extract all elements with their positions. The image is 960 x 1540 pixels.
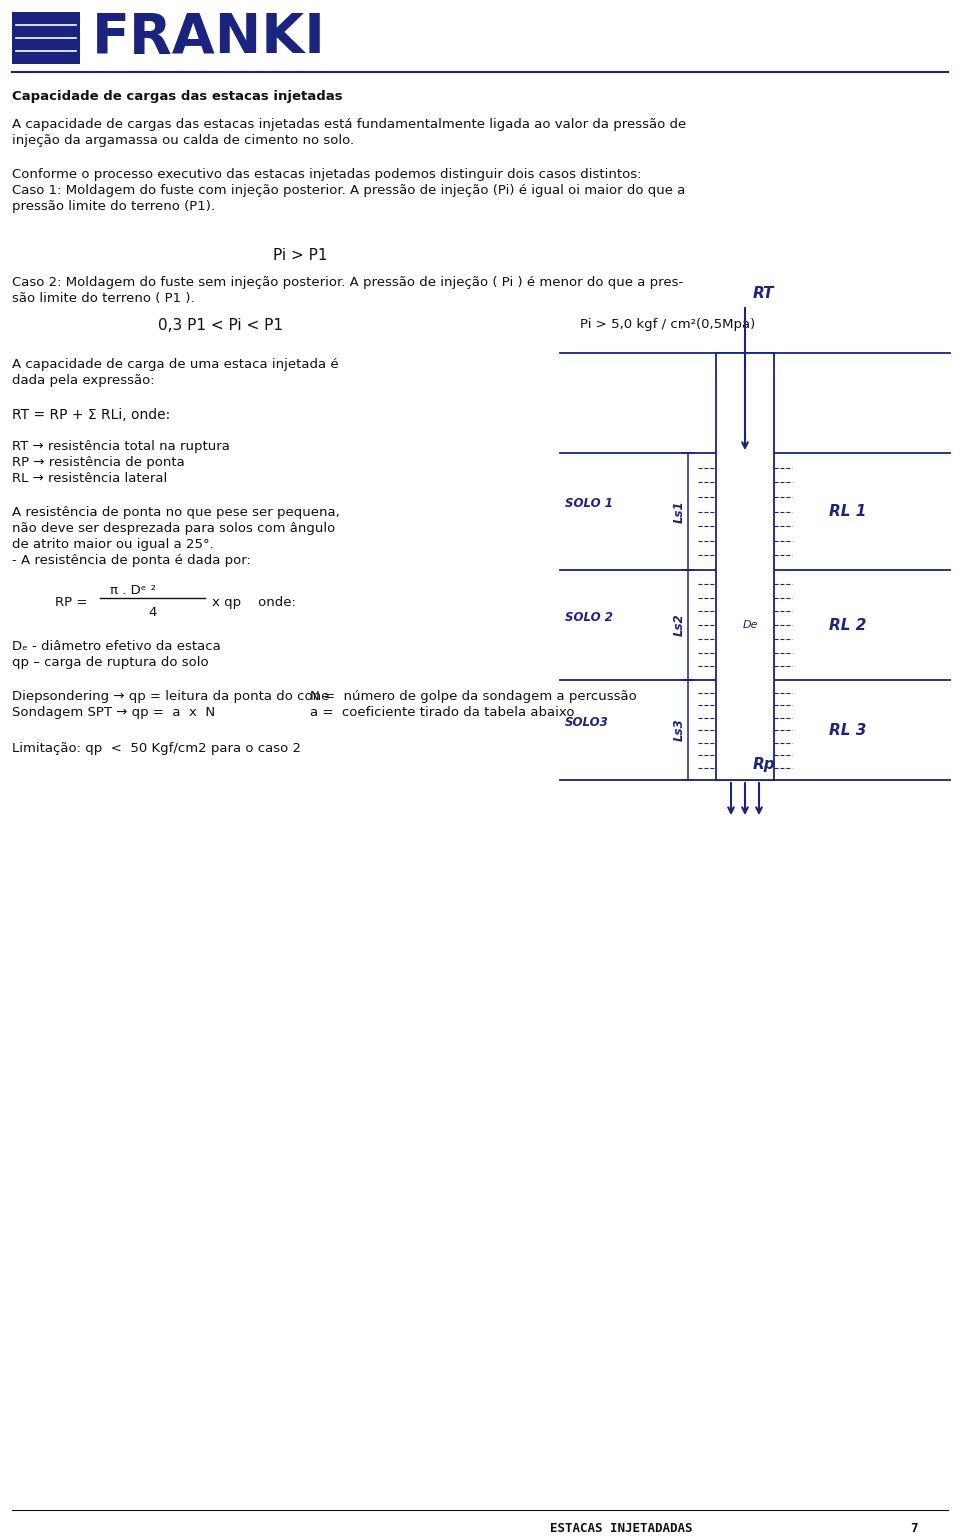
Text: 4: 4 — [148, 607, 156, 619]
Text: Ls2: Ls2 — [673, 613, 685, 636]
Text: Dₑ - diâmetro efetivo da estaca: Dₑ - diâmetro efetivo da estaca — [12, 641, 221, 653]
Text: Conforme o processo executivo das estacas injetadas podemos distinguir dois caso: Conforme o processo executivo das estaca… — [12, 168, 641, 182]
Text: Ls3: Ls3 — [673, 719, 685, 741]
Text: 7: 7 — [910, 1522, 918, 1535]
Text: Rp: Rp — [753, 758, 776, 772]
Text: Ls1: Ls1 — [673, 500, 685, 522]
Text: Pi > P1: Pi > P1 — [273, 248, 327, 263]
Text: π . Dᵉ ²: π . Dᵉ ² — [110, 584, 156, 598]
Text: RL 1: RL 1 — [829, 504, 866, 519]
Text: de atrito maior ou igual a 25°.: de atrito maior ou igual a 25°. — [12, 537, 214, 551]
Text: Limitação: qp  <  50 Kgf/cm2 para o caso 2: Limitação: qp < 50 Kgf/cm2 para o caso 2 — [12, 742, 301, 755]
Text: RT → resistência total na ruptura: RT → resistência total na ruptura — [12, 440, 229, 453]
Text: A resistência de ponta no que pese ser pequena,: A resistência de ponta no que pese ser p… — [12, 507, 340, 519]
Text: Capacidade de cargas das estacas injetadas: Capacidade de cargas das estacas injetad… — [12, 89, 343, 103]
Text: - A resistência de ponta é dada por:: - A resistência de ponta é dada por: — [12, 554, 251, 567]
Text: a =  coeficiente tirado da tabela abaixo: a = coeficiente tirado da tabela abaixo — [310, 705, 574, 719]
Text: FRANKI: FRANKI — [92, 11, 325, 65]
Text: RL 3: RL 3 — [829, 722, 866, 738]
Text: pressão limite do terreno (P1).: pressão limite do terreno (P1). — [12, 200, 215, 213]
Text: SOLO 1: SOLO 1 — [565, 497, 612, 510]
Text: são limite do terreno ( P1 ).: são limite do terreno ( P1 ). — [12, 293, 195, 305]
Text: dada pela expressão:: dada pela expressão: — [12, 374, 155, 387]
Text: Caso 1: Moldagem do fuste com injeção posterior. A pressão de injeção (Pi) é igu: Caso 1: Moldagem do fuste com injeção po… — [12, 183, 685, 197]
Text: SOLO3: SOLO3 — [565, 716, 609, 728]
Text: RP =: RP = — [55, 596, 87, 608]
Text: SOLO 2: SOLO 2 — [565, 610, 612, 624]
Text: qp – carga de ruptura do solo: qp – carga de ruptura do solo — [12, 656, 208, 668]
Text: RP → resistência de ponta: RP → resistência de ponta — [12, 456, 184, 470]
Text: RT = RP + Σ RLi, onde:: RT = RP + Σ RLi, onde: — [12, 408, 170, 422]
Text: RT: RT — [753, 286, 775, 300]
Text: x qp    onde:: x qp onde: — [212, 596, 296, 608]
Text: 0,3 P1 < Pi < P1: 0,3 P1 < Pi < P1 — [157, 317, 282, 333]
Text: De: De — [743, 621, 758, 630]
Text: Sondagem SPT → qp =  a  x  N: Sondagem SPT → qp = a x N — [12, 705, 215, 719]
Text: Caso 2: Moldagem do fuste sem injeção posterior. A pressão de injeção ( Pi ) é m: Caso 2: Moldagem do fuste sem injeção po… — [12, 276, 684, 290]
Text: Pi > 5,0 kgf / cm²(0,5Mpa): Pi > 5,0 kgf / cm²(0,5Mpa) — [580, 317, 756, 331]
Text: RL → resistência lateral: RL → resistência lateral — [12, 471, 167, 485]
Bar — [12, 12, 80, 65]
Text: A capacidade de carga de uma estaca injetada é: A capacidade de carga de uma estaca inje… — [12, 357, 339, 371]
Text: RL 2: RL 2 — [829, 618, 866, 633]
Text: Diepsondering → qp = leitura da ponta do cone: Diepsondering → qp = leitura da ponta do… — [12, 690, 329, 702]
Text: A capacidade de cargas das estacas injetadas está fundamentalmente ligada ao val: A capacidade de cargas das estacas injet… — [12, 119, 686, 131]
Bar — [716, 353, 774, 779]
Text: N =  número de golpe da sondagem a percussão: N = número de golpe da sondagem a percus… — [310, 690, 636, 702]
Text: injeção da argamassa ou calda de cimento no solo.: injeção da argamassa ou calda de cimento… — [12, 134, 354, 146]
Text: não deve ser desprezada para solos com ângulo: não deve ser desprezada para solos com â… — [12, 522, 335, 534]
Text: ESTACAS INJETADADAS: ESTACAS INJETADADAS — [550, 1522, 692, 1535]
